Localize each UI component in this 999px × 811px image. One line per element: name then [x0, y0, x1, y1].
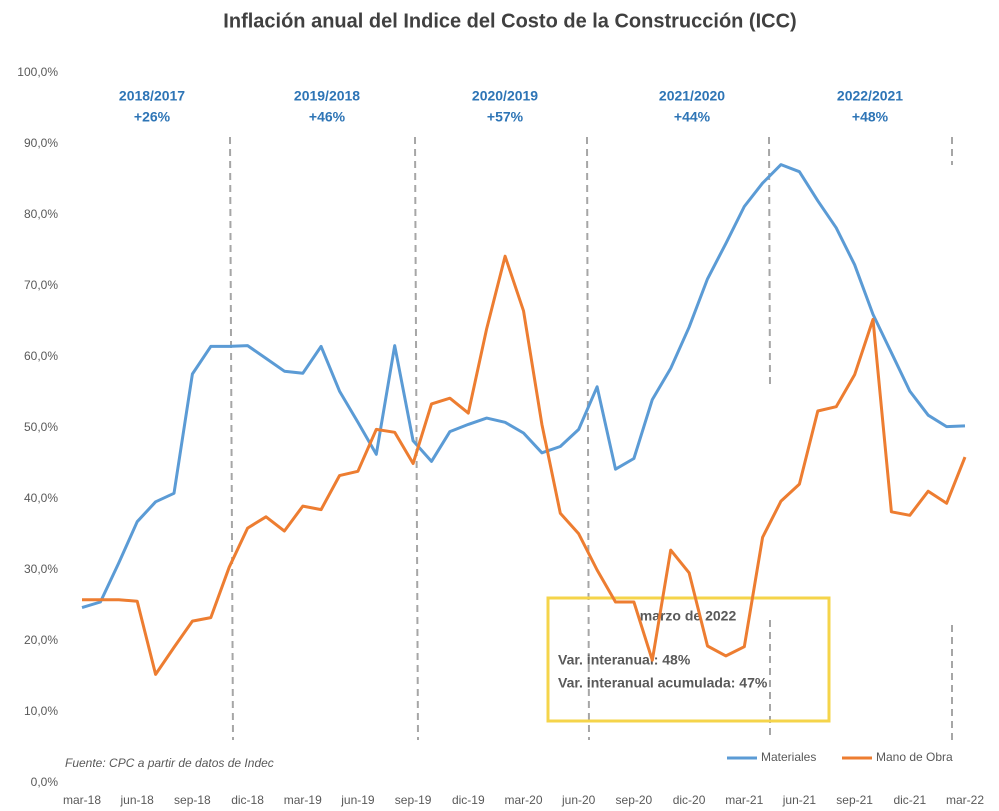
separator [229, 136, 234, 741]
x-tick-label: dic-21 [893, 793, 926, 807]
period-label: 2019/2018 [294, 88, 360, 104]
period-label: 2020/2019 [472, 88, 538, 104]
separator [414, 136, 419, 741]
y-tick-label: 90,0% [24, 136, 58, 150]
x-tick-label: sep-18 [174, 793, 211, 807]
period-change: +26% [134, 109, 171, 125]
period-change: +57% [487, 109, 524, 125]
legend-label: Mano de Obra [876, 750, 953, 764]
x-tick-label: sep-19 [395, 793, 432, 807]
x-tick-label: jun-20 [561, 793, 596, 807]
x-tick-label: mar-21 [725, 793, 763, 807]
x-tick-label: jun-18 [120, 793, 155, 807]
y-tick-label: 30,0% [24, 562, 58, 576]
info-box [546, 596, 831, 723]
x-tick-label: sep-21 [836, 793, 873, 807]
x-tick-label: mar-22 [946, 793, 984, 807]
series-line [82, 254, 967, 676]
x-tick-label: mar-19 [284, 793, 322, 807]
period-change: +48% [852, 109, 889, 125]
chart-title: Inflación anual del Indice del Costo de … [223, 10, 796, 32]
y-tick-label: 20,0% [24, 633, 58, 647]
y-tick-label: 50,0% [24, 420, 58, 434]
period-label: 2022/2021 [837, 88, 903, 104]
y-tick-label: 0,0% [31, 775, 59, 789]
source: Fuente: CPC a partir de datos de Indec [65, 756, 274, 770]
y-tick-label: 40,0% [24, 491, 58, 505]
y-tick-label: 70,0% [24, 278, 58, 292]
x-tick-label: jun-19 [340, 793, 375, 807]
y-tick-label: 100,0% [17, 65, 58, 79]
period-label: 2018/2017 [119, 88, 185, 104]
x-tick-label: mar-18 [63, 793, 101, 807]
x-tick-label: sep-20 [616, 793, 653, 807]
legend-label: Materiales [761, 750, 816, 764]
period-change: +44% [674, 109, 711, 125]
period-separators [229, 136, 953, 741]
y-tick-label: 80,0% [24, 207, 58, 221]
period-label: 2021/2020 [659, 88, 725, 104]
y-tick-label: 10,0% [24, 704, 58, 718]
box-line: Var. interanual acumulada: 47% [558, 675, 768, 691]
x-tick-label: dic-20 [673, 793, 706, 807]
x-tick-label: dic-18 [231, 793, 264, 807]
x-tick-label: dic-19 [452, 793, 485, 807]
y-tick-label: 60,0% [24, 349, 58, 363]
x-tick-label: jun-21 [782, 793, 817, 807]
box-line: Var. interanual: 48% [558, 652, 691, 668]
box-title: marzo de 2022 [640, 608, 737, 624]
series-line [81, 163, 966, 610]
period-change: +46% [309, 109, 346, 125]
separator [586, 136, 590, 741]
x-tick-label: mar-20 [504, 793, 542, 807]
